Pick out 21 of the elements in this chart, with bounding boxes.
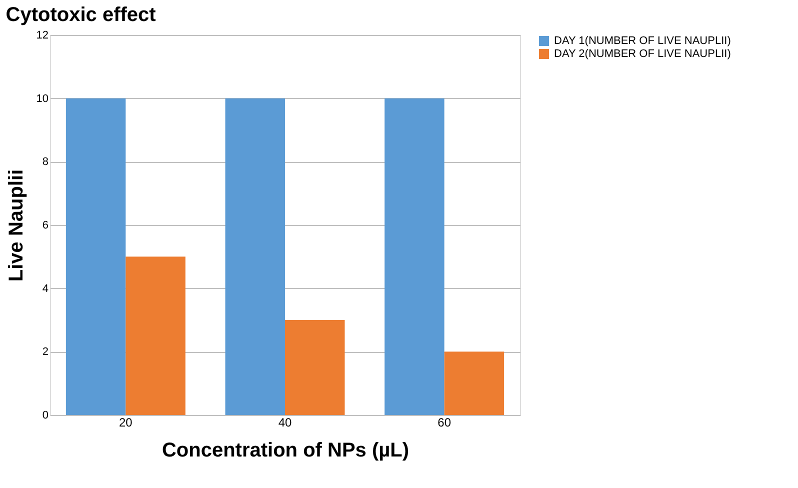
x-tick-label: 20 <box>119 416 133 430</box>
chart-title: Cytotoxic effect <box>6 4 156 26</box>
bar <box>66 98 126 415</box>
bar <box>126 256 186 415</box>
x-tick-label: 40 <box>278 416 292 430</box>
bar <box>384 98 444 415</box>
bar <box>285 320 345 415</box>
x-tick-label: 60 <box>438 416 452 430</box>
bar <box>444 352 504 415</box>
y-tick-label: 12 <box>36 30 48 42</box>
y-tick-label: 4 <box>42 282 48 295</box>
y-axis-title: Live Nauplii <box>5 169 28 282</box>
x-axis-title: Concentration of NPs (µL) <box>162 440 410 462</box>
legend-label: DAY 2(NUMBER OF LIVE NAUPLII) <box>554 48 731 60</box>
y-tick-label: 6 <box>42 220 48 232</box>
y-tick-label: 0 <box>42 410 48 422</box>
bar <box>225 98 285 415</box>
y-tick-label: 2 <box>42 346 48 358</box>
legend-label: DAY 1(NUMBER OF LIVE NAUPLII) <box>554 35 731 47</box>
y-tick-label: 10 <box>36 92 48 105</box>
y-tick-label: 8 <box>42 156 48 168</box>
